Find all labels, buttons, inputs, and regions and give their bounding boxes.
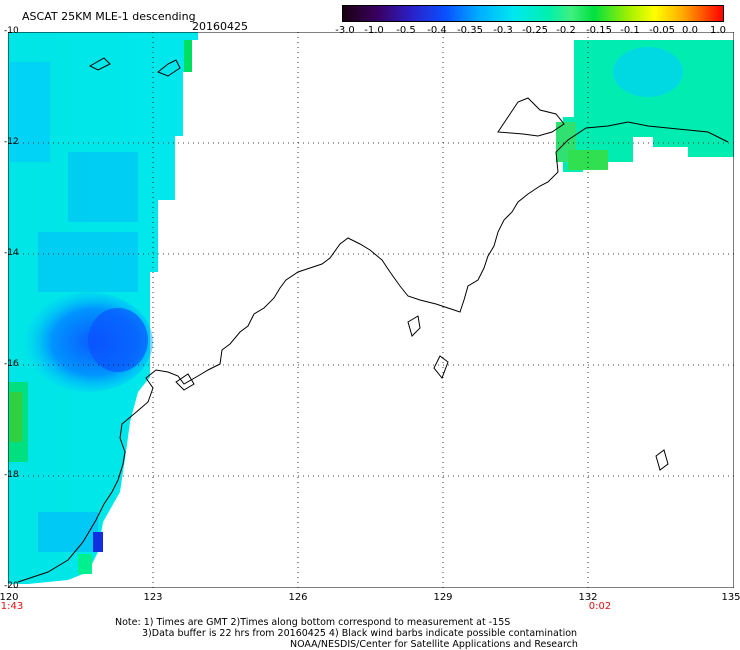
- colorbar-tick: 0.0: [682, 25, 698, 36]
- lon-label: 126: [288, 592, 308, 603]
- colorbar: [342, 5, 724, 22]
- note-line-2: 3)Data buffer is 22 hrs from 20160425 4)…: [142, 628, 578, 639]
- lon-label: 135: [721, 592, 740, 603]
- lat-label: -16: [4, 359, 19, 369]
- colorbar-tick: -0.05: [649, 25, 675, 36]
- lat-label: -18: [4, 470, 19, 480]
- map-plot: [8, 32, 734, 588]
- colorbar-tick: -0.1: [620, 25, 640, 36]
- west-swath: [8, 32, 198, 584]
- colorbar-tick: -1.0: [364, 25, 384, 36]
- lat-label: -14: [4, 248, 19, 258]
- coastline: [17, 57, 729, 583]
- map-date: 20160425: [192, 20, 248, 33]
- colorbar-tick: -0.25: [522, 25, 548, 36]
- note-line-3: NOAA/NESDIS/Center for Satellite Applica…: [290, 639, 578, 650]
- colorbar-tick: -0.2: [556, 25, 576, 36]
- colorbar-tick: -0.15: [586, 25, 612, 36]
- time-label: 1:43: [0, 601, 24, 612]
- colorbar-tick: -0.4: [427, 25, 447, 36]
- map-title: ASCAT 25KM MLE-1 descending: [22, 10, 196, 23]
- colorbar-tick: -0.35: [457, 25, 483, 36]
- lon-label: 120: [0, 592, 19, 603]
- lat-label: -12: [4, 137, 19, 147]
- lon-label: 132: [578, 592, 598, 603]
- lat-label: -20: [4, 581, 19, 591]
- northeast-swath: [556, 40, 734, 172]
- lon-label: 123: [143, 592, 163, 603]
- time-label: 0:02: [588, 601, 612, 612]
- colorbar-tick: 1.0: [710, 25, 726, 36]
- colorbar-tick: -3.0: [335, 25, 355, 36]
- colorbar-tick: -0.5: [396, 25, 416, 36]
- lat-label: -10: [4, 26, 19, 36]
- graticule: [8, 32, 734, 588]
- colorbar-tick: -0.3: [493, 25, 513, 36]
- lon-label: 129: [433, 592, 453, 603]
- note-line-1: Note: 1) Times are GMT 2)Times along bot…: [115, 617, 511, 628]
